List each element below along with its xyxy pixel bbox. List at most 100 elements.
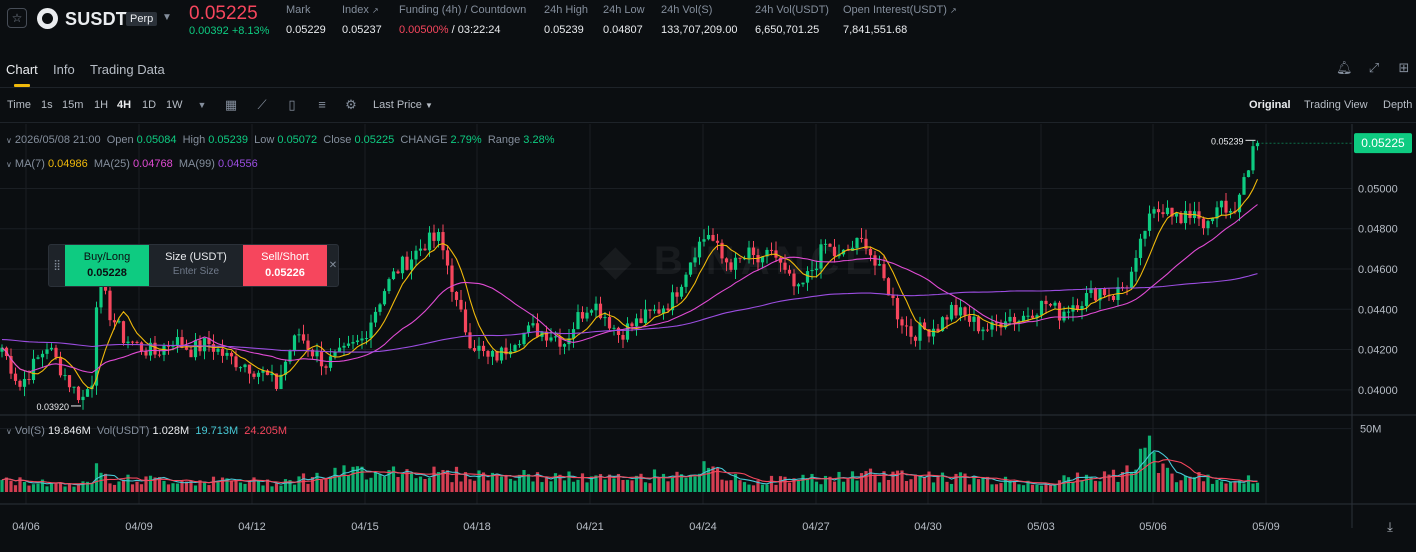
candle-type-icon[interactable]: ▯ bbox=[288, 97, 296, 112]
volume-bar bbox=[531, 481, 535, 492]
time-tick-label: 04/18 bbox=[463, 521, 491, 533]
volume-bar bbox=[270, 486, 274, 492]
candle-body bbox=[652, 309, 657, 311]
candle-body bbox=[72, 386, 76, 388]
candlestick-chart[interactable]: ◆ BINANCE 0.050000.048000.046000.044000.… bbox=[0, 124, 1416, 552]
scroll-to-latest-icon[interactable]: ⤓ bbox=[1387, 520, 1393, 535]
interval-1s[interactable]: 1s bbox=[41, 99, 53, 111]
favorite-star-icon[interactable]: ☆ bbox=[7, 8, 27, 28]
volume-bar bbox=[1129, 472, 1134, 492]
gear-icon[interactable]: ⚙ bbox=[345, 97, 357, 112]
symbol-name[interactable]: SUSDT bbox=[65, 9, 128, 29]
sell-short-button[interactable]: Sell/Short 0.05226 bbox=[243, 245, 327, 286]
interval-4h[interactable]: 4H bbox=[117, 99, 132, 111]
interval-1h[interactable]: 1H bbox=[94, 99, 109, 111]
volume-bar bbox=[139, 484, 144, 492]
volume-bar bbox=[1188, 476, 1192, 492]
volume-bar bbox=[625, 479, 630, 492]
tab-trading-data[interactable]: Trading Data bbox=[90, 62, 165, 77]
tab-chart[interactable]: Chart bbox=[6, 62, 38, 77]
view-depth[interactable]: Depth bbox=[1383, 99, 1413, 111]
volume-bar bbox=[211, 476, 216, 492]
size-field[interactable]: Size (USDT) bbox=[149, 245, 243, 286]
volume-bar bbox=[85, 481, 90, 492]
settings-list-icon[interactable]: ≡ bbox=[318, 97, 326, 112]
chart-toolbar: Time 1s 15m 1H 4H 1D 1W ▼ ▦ ⟋ ▯ ≡ ⚙ Last… bbox=[0, 89, 1416, 123]
stat-index[interactable]: Index ↗ 0.05237 bbox=[342, 4, 382, 36]
interval-1w[interactable]: 1W bbox=[166, 99, 183, 111]
candle-body bbox=[738, 257, 742, 259]
time-tick-label: 04/09 bbox=[125, 521, 153, 533]
candle-body bbox=[801, 282, 805, 285]
interval-1d[interactable]: 1D bbox=[142, 99, 157, 111]
stat-open-interest[interactable]: Open Interest(USDT) ↗ 7,841,551.68 bbox=[843, 4, 957, 36]
volume-bar bbox=[166, 484, 171, 492]
view-trading-view[interactable]: Trading View bbox=[1304, 99, 1368, 111]
volume-bar bbox=[796, 481, 801, 492]
volume-bar bbox=[472, 480, 477, 492]
candle-body bbox=[720, 242, 724, 259]
interval-15m[interactable]: 15m bbox=[62, 99, 84, 111]
volume-bar bbox=[1233, 482, 1237, 492]
candle-body bbox=[927, 329, 931, 337]
candle-body bbox=[13, 373, 18, 381]
view-original[interactable]: Original bbox=[1249, 99, 1291, 111]
chevron-down-icon[interactable]: ▼ bbox=[162, 12, 172, 23]
candle-body bbox=[693, 257, 697, 263]
volume-bar bbox=[135, 481, 139, 492]
expand-icon[interactable]: ⤢ bbox=[1368, 60, 1380, 75]
size-input[interactable] bbox=[151, 266, 241, 277]
volume-bar bbox=[63, 486, 67, 492]
price-type-select[interactable]: Last Price ▼ bbox=[373, 99, 433, 111]
candle-body bbox=[135, 341, 139, 343]
volume-bar bbox=[630, 480, 634, 492]
volume-bar bbox=[468, 479, 472, 492]
svg-text:◆ BINANCE: ◆ BINANCE bbox=[599, 239, 878, 283]
candle-body bbox=[121, 321, 126, 344]
candle-body bbox=[360, 338, 364, 341]
candle-body bbox=[40, 353, 45, 358]
candle-body bbox=[229, 352, 234, 357]
volume-bar bbox=[688, 474, 693, 492]
bell-icon[interactable]: 🔔︎ bbox=[1336, 60, 1353, 75]
close-icon[interactable]: ✕ bbox=[328, 260, 338, 271]
volume-bar bbox=[436, 472, 441, 492]
candle-body bbox=[976, 316, 981, 332]
current-price-label: 0.05225 bbox=[1361, 136, 1405, 150]
candle-body bbox=[157, 354, 162, 356]
candle-body bbox=[765, 249, 769, 257]
volume-bar bbox=[297, 476, 301, 492]
volume-bar bbox=[760, 484, 765, 492]
volume-bar bbox=[207, 485, 211, 492]
volume-bar bbox=[850, 471, 855, 492]
candle-body bbox=[288, 350, 292, 362]
volume-bar bbox=[715, 467, 720, 492]
candle-body bbox=[585, 312, 589, 319]
volume-bar bbox=[774, 484, 778, 492]
time-tick-label: 04/06 bbox=[12, 521, 40, 533]
candle-body bbox=[450, 265, 454, 292]
volume-bar bbox=[972, 476, 976, 492]
volume-bar bbox=[319, 479, 324, 492]
volume-bar bbox=[459, 481, 463, 492]
volume-bar bbox=[481, 472, 486, 492]
candle-body bbox=[778, 257, 783, 263]
indicator-icon[interactable]: ⟋ bbox=[257, 97, 267, 112]
volume-bar bbox=[193, 485, 198, 492]
tab-info[interactable]: Info bbox=[53, 62, 75, 77]
current-price-tag bbox=[1354, 133, 1412, 154]
candle-body bbox=[139, 342, 144, 352]
buy-long-button[interactable]: Buy/Long 0.05228 bbox=[65, 245, 149, 286]
drag-handle-icon[interactable]: ⣿ bbox=[53, 260, 61, 271]
volume-bar bbox=[126, 474, 130, 492]
volume-bar bbox=[778, 476, 783, 492]
candle-body bbox=[18, 380, 22, 387]
volume-bar bbox=[747, 484, 751, 492]
candle-body bbox=[684, 274, 688, 287]
interval-more-chevron-icon[interactable]: ▼ bbox=[197, 100, 207, 110]
volume-bar bbox=[828, 476, 832, 492]
volume-bar bbox=[1039, 485, 1044, 492]
grid-layout-icon[interactable]: ⊞ bbox=[1398, 60, 1410, 75]
calendar-icon[interactable]: ▦ bbox=[224, 97, 238, 112]
candle-body bbox=[760, 256, 765, 263]
